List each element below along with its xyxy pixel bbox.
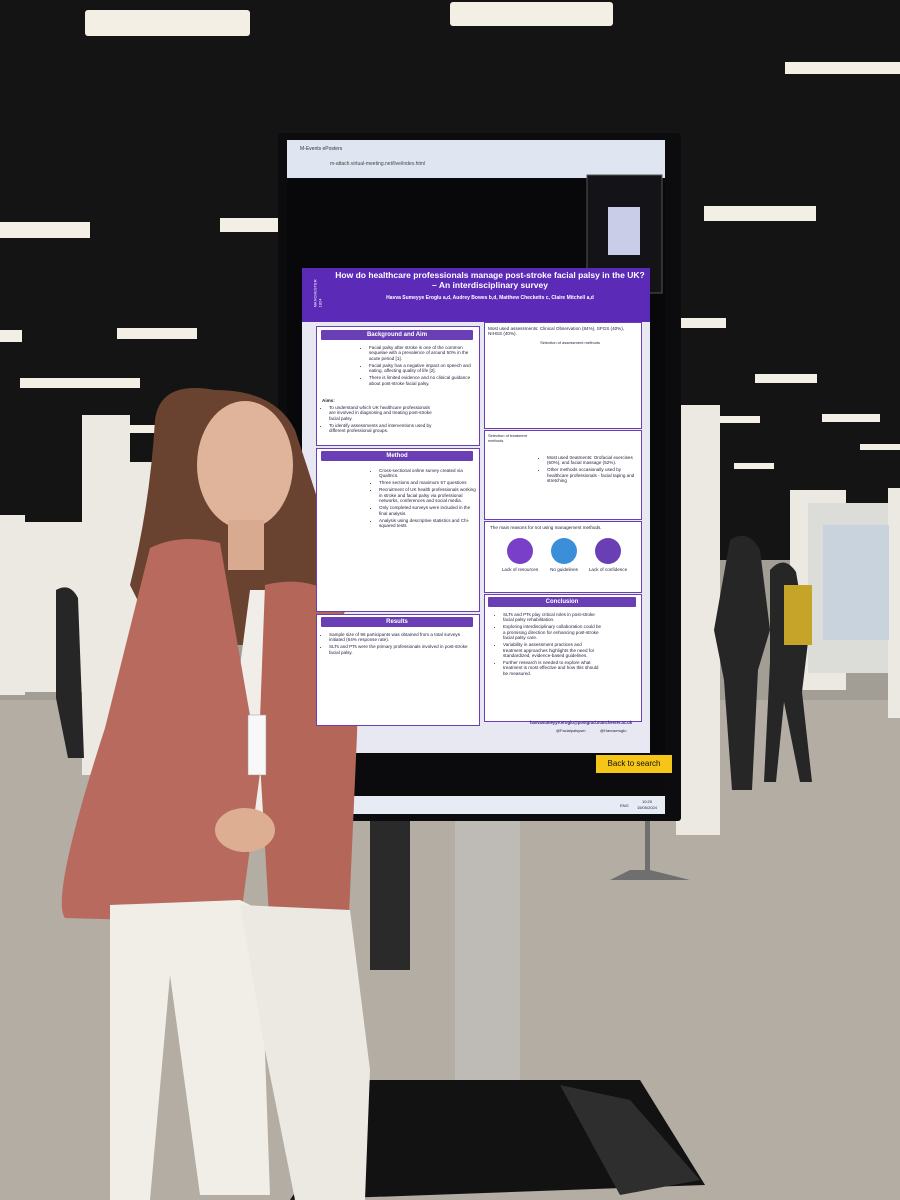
clock-date: 15/05/2024 (636, 805, 658, 810)
section-header: Results (321, 617, 473, 627)
reason-label: Lack of confidence (588, 567, 628, 572)
bullet-list: Facial palsy after stroke is one of the … (362, 345, 474, 386)
browser-tab[interactable]: M-Events ePosters (300, 146, 343, 152)
bullet-list: SLTs and PTs play critical roles in post… (496, 612, 602, 676)
section-header: Method (321, 451, 473, 461)
logo: MANCHESTER 1824 (312, 279, 323, 308)
bullet: There is limited evidence and no clinica… (369, 375, 474, 386)
bullet: SLTs and PTs were the primary profession… (329, 644, 474, 655)
reasons-title: The main reasons for not using managemen… (490, 525, 602, 530)
url-bar[interactable]: m-attach.virtual-meeting.net/live/index.… (330, 161, 426, 167)
bullet: Sample size of 96 participants was obtai… (329, 632, 474, 643)
bullet: SLTs and PTs play critical roles in post… (503, 612, 602, 623)
reason-icon (595, 538, 621, 564)
bullet: Facial palsy after stroke is one of the … (369, 345, 474, 361)
reason-icon (507, 538, 533, 564)
bullet: To identify assessments and intervention… (329, 423, 434, 434)
clock-time: 10:20 (641, 799, 652, 804)
bullet: Most used treatments: Orofacial exercise… (547, 455, 636, 466)
aims-list: To understand which UK healthcare profes… (322, 405, 434, 435)
poster-title: How do healthcare professionals manage p… (335, 270, 645, 290)
bullet: Recruitment of UK health professionals w… (379, 487, 476, 503)
bullet: Other methods occasionally used by healt… (547, 467, 636, 483)
handle: @Facialpalsysm (556, 728, 586, 733)
poster-authors: Havva Sumeyye Eroglu a,d, Audrey Bowes b… (386, 295, 594, 301)
reason: No guidelines (544, 538, 584, 572)
reason: Lack of resources (500, 538, 540, 572)
section-header: Conclusion (488, 597, 636, 607)
reason-label: Lack of resources (501, 567, 539, 572)
handle: @Havvaeroglu (600, 728, 627, 733)
conclusion-list: SLTs and PTs play critical roles in post… (496, 612, 602, 678)
bullet: Variability in assessment practices and … (503, 642, 602, 658)
assessments-text: Most used assessments: Clinical Observat… (488, 326, 625, 337)
bullet: Only completed surveys were included in … (379, 505, 476, 516)
bullet-list: Cross-sectional online survey created vi… (372, 468, 476, 528)
bullet: Exploring interdisciplinary collaboratio… (503, 624, 602, 640)
reason-label: No guidelines (550, 567, 578, 572)
reason: Lack of confidence (588, 538, 628, 572)
reason-icon (551, 538, 577, 564)
chart-title: Selection of treatment methods (488, 433, 527, 444)
results-list: Sample size of 96 participants was obtai… (322, 632, 474, 657)
background-list: Facial palsy after stroke is one of the … (362, 345, 474, 388)
bullet: Facial palsy has a negative impact on sp… (369, 363, 474, 374)
section-header: Background and Aim (321, 330, 473, 340)
contact-email: havvasumeyye.eroglu@postgrad.manchester.… (530, 720, 633, 725)
back-button[interactable]: Back to search (596, 755, 672, 773)
bullet-list: To understand which UK healthcare profes… (322, 405, 434, 434)
bullet: Analysis using descriptive statistics an… (379, 518, 476, 529)
language: ENG (620, 803, 629, 808)
aims-label: Aims: (322, 398, 335, 403)
reasons-row: Lack of resources No guidelines Lack of co… (500, 538, 630, 588)
treatments-list: Most used treatments: Orofacial exercise… (540, 455, 636, 485)
chart-title: Selection of assessment methods (540, 340, 600, 345)
bullet: Cross-sectional online survey created vi… (379, 468, 476, 479)
bullet-list: Most used treatments: Orofacial exercise… (540, 455, 636, 484)
bullet: Three sections and maximum 57 questions (379, 480, 476, 485)
bullet: Further research is needed to explore wh… (503, 660, 602, 676)
bullet: To understand which UK healthcare profes… (329, 405, 434, 421)
method-list: Cross-sectional online survey created vi… (372, 468, 476, 530)
bullet-list: Sample size of 96 participants was obtai… (322, 632, 474, 655)
